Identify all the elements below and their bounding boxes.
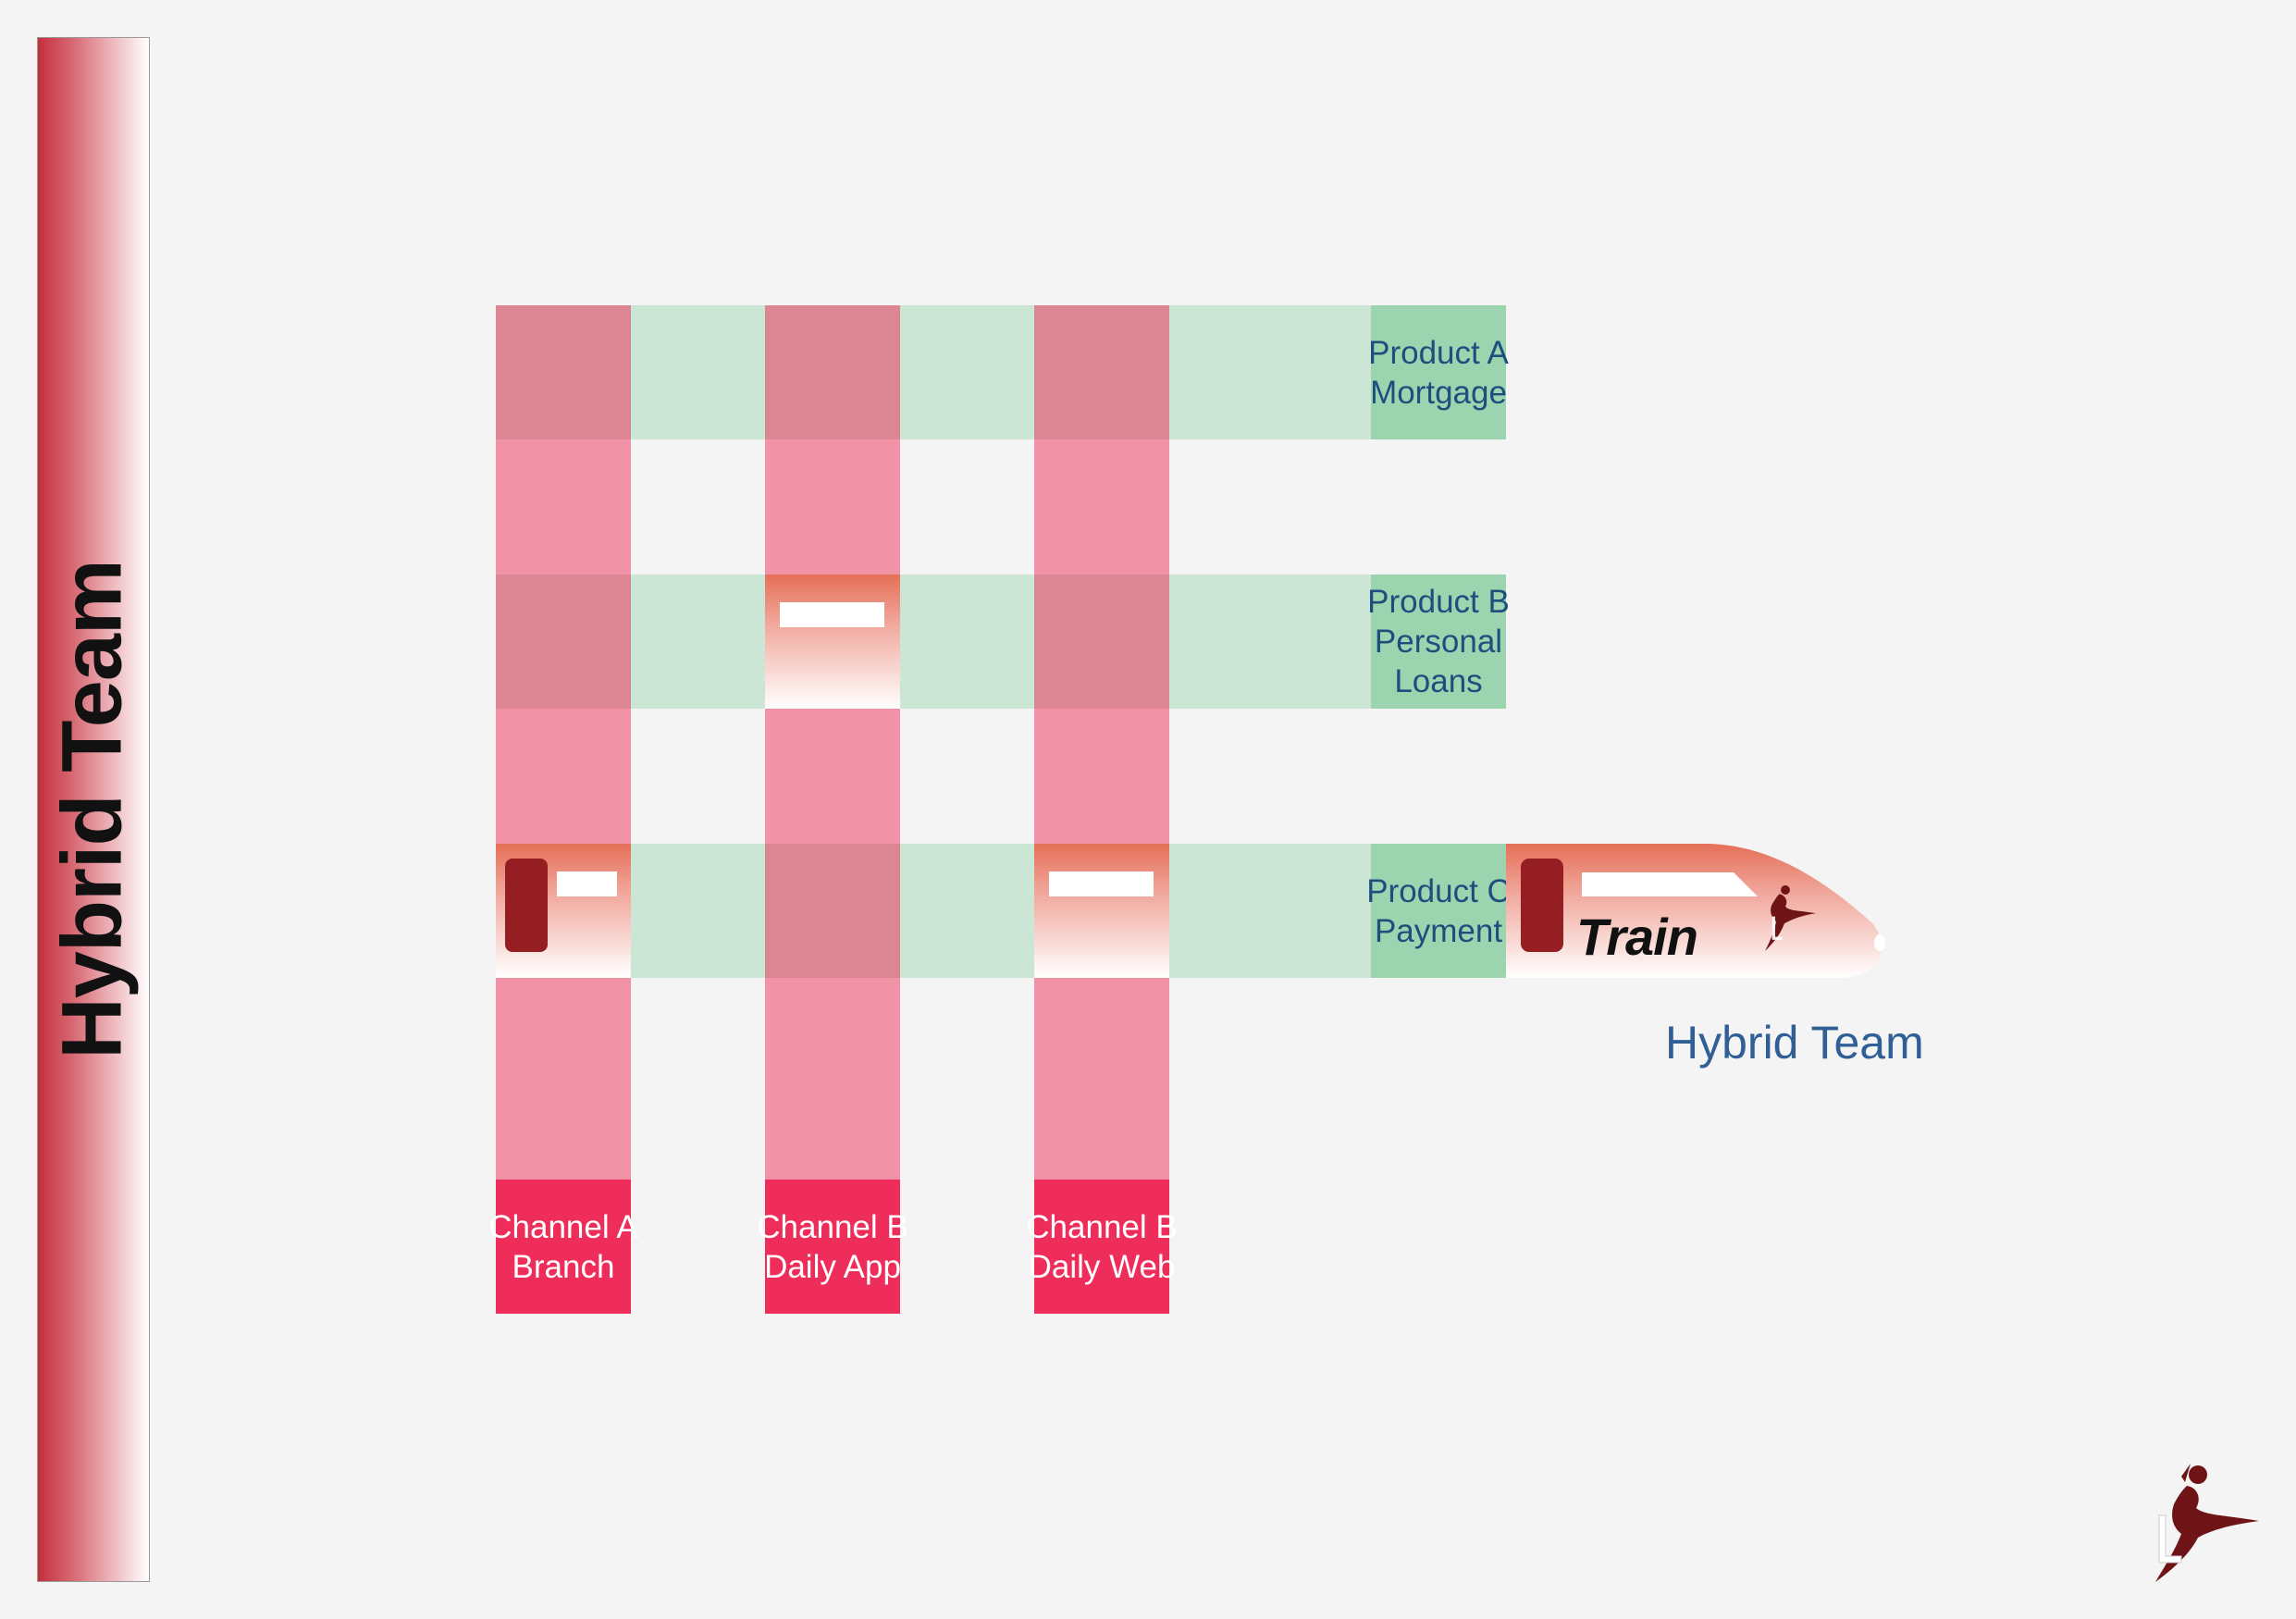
crossing-c-b (765, 844, 900, 978)
channel-b-web-name: Channel B (1026, 1208, 1178, 1245)
product-b-type-1: Personal (1374, 624, 1503, 660)
channel-b-app-name: Channel B (757, 1208, 908, 1245)
train-door (1521, 859, 1563, 952)
product-label-c: Product C Payment (1366, 844, 1511, 978)
train-headlight (1874, 934, 1885, 951)
car-window (780, 602, 884, 627)
channel-b-web-type: Daily Web (1028, 1248, 1176, 1285)
train-car-channel-b-app (765, 575, 900, 709)
product-c-name: Product C (1366, 872, 1511, 909)
train-label: Train (1576, 908, 1698, 966)
product-b-name: Product B (1367, 584, 1510, 620)
crossing-a-b (765, 305, 900, 439)
channel-lane-b-app (765, 305, 900, 1180)
side-banner-title: Hybrid Team (44, 560, 140, 1059)
car-window (1049, 871, 1154, 896)
product-a-type: Mortgage (1370, 374, 1507, 411)
crossing-b-c (1034, 575, 1169, 709)
product-a-name: Product A (1368, 334, 1509, 371)
crossing-a-a (496, 305, 631, 439)
channel-lane-a (496, 305, 631, 1180)
channel-a-type: Branch (512, 1248, 615, 1285)
product-c-type: Payment (1374, 912, 1503, 949)
car-door (505, 859, 548, 952)
channel-b-app-type: Daily App (764, 1248, 901, 1285)
crossing-a-c (1034, 305, 1169, 439)
diagram-caption: Hybrid Team (1665, 1017, 1924, 1069)
train-window (1582, 872, 1758, 896)
product-label-b: Product B Personal Loans (1367, 575, 1510, 709)
channel-label-b-web: Channel B Daily Web (1026, 1180, 1178, 1314)
product-lane-c (496, 844, 1371, 978)
product-label-a: Product A Mortgage (1368, 305, 1509, 439)
train-car-channel-a (496, 844, 631, 978)
product-lane-b (496, 575, 1371, 709)
channel-lane-b-web (1034, 305, 1169, 1180)
train-car-channel-b-web (1034, 844, 1169, 978)
product-b-type-2: Loans (1394, 663, 1483, 699)
crossing-b-a (496, 575, 631, 709)
product-lane-a (496, 305, 1371, 439)
train-dancer-logo-icon (1765, 885, 1816, 951)
side-banner (37, 37, 150, 1582)
dancer-logo-icon (2155, 1464, 2259, 1582)
channel-label-a: Channel A Branch (488, 1180, 638, 1314)
train-head (1506, 844, 1885, 978)
channel-label-b-app: Channel B Daily App (757, 1180, 908, 1314)
channel-a-name: Channel A (488, 1208, 638, 1245)
car-window (557, 871, 617, 896)
